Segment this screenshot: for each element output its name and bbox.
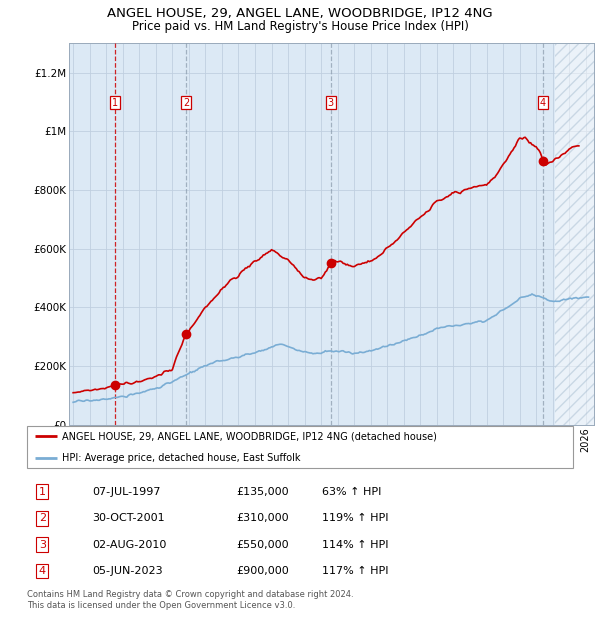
Text: 4: 4: [540, 97, 546, 107]
FancyBboxPatch shape: [27, 426, 573, 468]
Text: 2: 2: [39, 513, 46, 523]
Text: 1: 1: [39, 487, 46, 497]
Text: 30-OCT-2001: 30-OCT-2001: [92, 513, 165, 523]
Text: ANGEL HOUSE, 29, ANGEL LANE, WOODBRIDGE, IP12 4NG: ANGEL HOUSE, 29, ANGEL LANE, WOODBRIDGE,…: [107, 7, 493, 20]
Text: 4: 4: [39, 566, 46, 576]
Text: £550,000: £550,000: [236, 539, 289, 549]
Text: 117% ↑ HPI: 117% ↑ HPI: [322, 566, 388, 576]
Text: Contains HM Land Registry data © Crown copyright and database right 2024.: Contains HM Land Registry data © Crown c…: [27, 590, 353, 600]
Text: 3: 3: [328, 97, 334, 107]
Text: 63% ↑ HPI: 63% ↑ HPI: [322, 487, 381, 497]
Text: 114% ↑ HPI: 114% ↑ HPI: [322, 539, 388, 549]
Text: 3: 3: [39, 539, 46, 549]
Text: 2: 2: [183, 97, 189, 107]
Text: This data is licensed under the Open Government Licence v3.0.: This data is licensed under the Open Gov…: [27, 601, 295, 611]
Text: £900,000: £900,000: [236, 566, 289, 576]
Text: £135,000: £135,000: [236, 487, 289, 497]
Text: 1: 1: [112, 97, 118, 107]
Text: £310,000: £310,000: [236, 513, 289, 523]
Bar: [556, 43, 594, 425]
Text: 07-JUL-1997: 07-JUL-1997: [92, 487, 161, 497]
Text: 119% ↑ HPI: 119% ↑ HPI: [322, 513, 388, 523]
Text: Price paid vs. HM Land Registry's House Price Index (HPI): Price paid vs. HM Land Registry's House …: [131, 20, 469, 33]
Text: ANGEL HOUSE, 29, ANGEL LANE, WOODBRIDGE, IP12 4NG (detached house): ANGEL HOUSE, 29, ANGEL LANE, WOODBRIDGE,…: [62, 432, 437, 441]
Text: 02-AUG-2010: 02-AUG-2010: [92, 539, 167, 549]
Text: 05-JUN-2023: 05-JUN-2023: [92, 566, 163, 576]
Text: HPI: Average price, detached house, East Suffolk: HPI: Average price, detached house, East…: [62, 453, 301, 463]
